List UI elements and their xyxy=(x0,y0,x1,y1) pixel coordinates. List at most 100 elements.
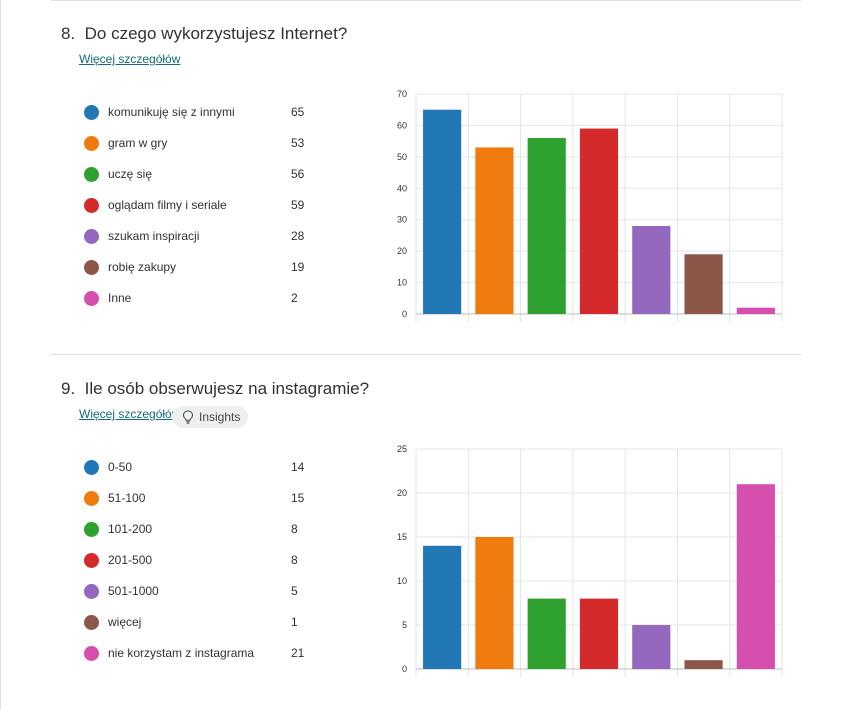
y-tick-label: 10 xyxy=(397,576,407,586)
legend-count: 14 xyxy=(291,460,305,474)
y-tick-label: 5 xyxy=(402,620,407,630)
bar xyxy=(736,307,775,314)
legend-label: uczę się xyxy=(108,167,153,181)
y-tick-label: 20 xyxy=(397,488,407,498)
bar xyxy=(684,660,723,669)
legend-label: 101-200 xyxy=(108,522,153,536)
legend-item: 501-1000 5 xyxy=(84,582,324,602)
legend-label: 501-1000 xyxy=(108,584,159,598)
legend-label: Inne xyxy=(108,291,132,305)
legend-count: 65 xyxy=(291,105,305,119)
legend-item: Inne 2 xyxy=(84,289,324,309)
legend-label: komunikuję się z innymi xyxy=(108,105,235,119)
legend-count: 1 xyxy=(291,615,298,629)
legend-item: 101-200 8 xyxy=(84,520,324,540)
question-8-bar-chart: 0 10 20 30 40 50 60 70 xyxy=(397,89,783,322)
legend-swatch xyxy=(84,553,99,568)
legend-count: 8 xyxy=(291,522,298,536)
legend-item: 201-500 8 xyxy=(84,551,324,571)
y-tick-label: 50 xyxy=(397,152,407,162)
legend-label: oglądam filmy i seriale xyxy=(108,198,227,212)
legend-item: 0-50 14 xyxy=(84,458,324,478)
legend-swatch xyxy=(84,229,99,244)
section-divider xyxy=(51,354,801,355)
legend-count: 28 xyxy=(291,229,305,243)
legend-count: 2 xyxy=(291,291,298,305)
legend-label: 0-50 xyxy=(108,460,133,474)
question-8-details-link[interactable]: Więcej szczegółów xyxy=(79,52,181,66)
legend-count: 5 xyxy=(291,584,298,598)
legend-count: 21 xyxy=(291,646,305,660)
y-tick-label: 60 xyxy=(397,120,407,130)
question-9-title: 9. Ile osób obserwujesz na instagramie? xyxy=(61,379,369,399)
bar xyxy=(684,254,723,314)
y-tick-label: 15 xyxy=(397,532,407,542)
y-tick-label: 0 xyxy=(402,664,407,674)
bar xyxy=(423,545,462,669)
question-number: 9. xyxy=(61,379,76,398)
legend-item: 51-100 15 xyxy=(84,489,324,509)
legend-swatch xyxy=(84,198,99,213)
bar xyxy=(579,598,619,669)
bar xyxy=(475,537,514,669)
legend-swatch xyxy=(84,522,99,537)
legend-swatch xyxy=(84,615,99,630)
question-text: Do czego wykorzystujesz Internet? xyxy=(84,24,348,43)
frame-border xyxy=(0,0,1,709)
question-text: Ile osób obserwujesz na instagramie? xyxy=(84,379,370,398)
y-tick-label: 25 xyxy=(397,444,407,454)
bar xyxy=(475,147,514,314)
insights-button[interactable]: Insights xyxy=(172,406,249,428)
legend-count: 56 xyxy=(291,167,305,181)
legend-item: robię zakupy 19 xyxy=(84,258,324,278)
legend-swatch xyxy=(84,105,99,120)
question-9-details-link[interactable]: Więcej szczegółów xyxy=(79,407,181,421)
legend-item: nie korzystam z instagrama 21 xyxy=(84,644,324,664)
question-9-bar-chart: 0 5 10 15 20 25 xyxy=(397,444,783,677)
bar xyxy=(527,138,566,314)
bar xyxy=(527,598,566,669)
lightbulb-icon xyxy=(182,410,194,424)
y-tick-label: 30 xyxy=(397,215,407,225)
legend-swatch xyxy=(84,460,99,475)
legend-item: szukam inspiracji 28 xyxy=(84,227,324,247)
legend-item: komunikuję się z innymi 65 xyxy=(84,103,324,123)
legend-label: nie korzystam z instagrama xyxy=(108,646,255,660)
legend-item: uczę się 56 xyxy=(84,165,324,185)
insights-label: Insights xyxy=(199,410,241,424)
legend-label: 201-500 xyxy=(108,553,153,567)
y-tick-label: 40 xyxy=(397,183,407,193)
bar xyxy=(632,226,671,314)
section-divider-top xyxy=(51,0,801,1)
y-tick-label: 70 xyxy=(397,89,407,99)
legend-count: 53 xyxy=(291,136,305,150)
legend-count: 19 xyxy=(291,260,305,274)
legend-item: więcej 1 xyxy=(84,613,324,633)
legend-label: więcej xyxy=(108,615,142,629)
bar xyxy=(579,128,619,314)
legend-label: szukam inspiracji xyxy=(108,229,200,243)
bar xyxy=(632,625,671,669)
bar xyxy=(736,484,775,669)
legend-label: gram w gry xyxy=(108,136,168,150)
bar xyxy=(423,109,462,314)
legend-swatch xyxy=(84,646,99,661)
legend-item: gram w gry 53 xyxy=(84,134,324,154)
legend-count: 15 xyxy=(291,491,305,505)
legend-swatch xyxy=(84,584,99,599)
legend-swatch xyxy=(84,136,99,151)
legend-swatch xyxy=(84,260,99,275)
legend-count: 8 xyxy=(291,553,298,567)
legend-label: robię zakupy xyxy=(108,260,177,274)
y-tick-label: 0 xyxy=(402,309,407,319)
question-number: 8. xyxy=(61,24,76,43)
legend-count: 59 xyxy=(291,198,305,212)
legend-item: oglądam filmy i seriale 59 xyxy=(84,196,324,216)
legend-swatch xyxy=(84,491,99,506)
y-tick-label: 20 xyxy=(397,246,407,256)
legend-swatch xyxy=(84,291,99,306)
legend-swatch xyxy=(84,167,99,182)
y-tick-label: 10 xyxy=(397,278,407,288)
legend-label: 51-100 xyxy=(108,491,146,505)
question-8-title: 8. Do czego wykorzystujesz Internet? xyxy=(61,24,347,44)
